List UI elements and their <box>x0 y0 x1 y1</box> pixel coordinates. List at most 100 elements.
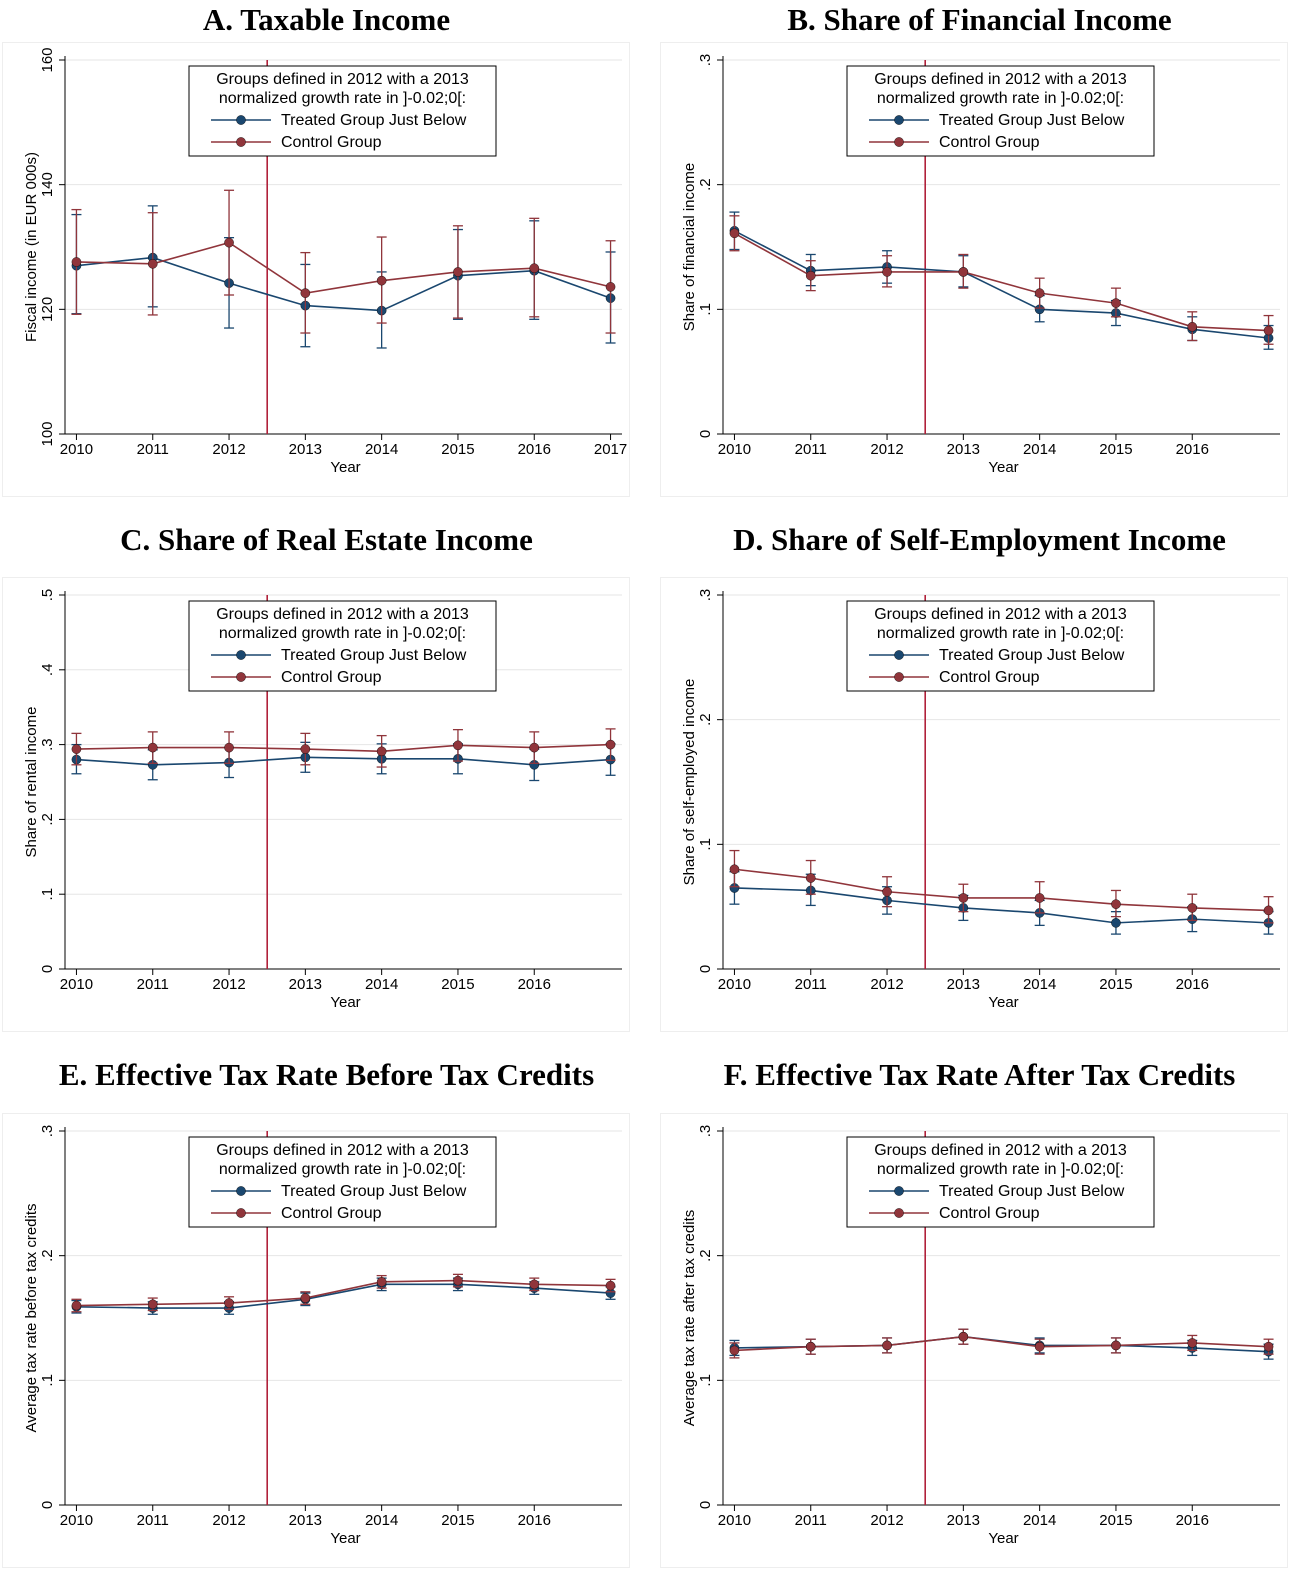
x-tick-label: 2013 <box>947 976 980 993</box>
x-tick-label: 2016 <box>1176 1512 1209 1529</box>
legend-treated-swatch-marker <box>236 1186 246 1196</box>
control-series-line <box>76 1279 611 1307</box>
x-tick-label: 2013 <box>289 441 322 458</box>
y-tick-label: 120 <box>39 297 56 322</box>
x-tick-label: 2014 <box>365 441 398 458</box>
legend-control-swatch-marker <box>894 137 904 147</box>
y-tick-label: .1 <box>39 1374 56 1387</box>
x-tick-label: 2015 <box>1099 441 1132 458</box>
x-tick-label: 2011 <box>137 441 169 458</box>
legend-heading-line-2: normalized growth rate in ]-0.02;0[: <box>877 625 1124 642</box>
legend-heading-line-1: Groups defined in 2012 with a 2013 <box>216 71 469 88</box>
control-point <box>300 744 311 754</box>
control-point <box>805 1341 816 1352</box>
x-axis-title: Year <box>988 459 1018 476</box>
y-axis-title: Average tax rate after tax credits <box>681 1210 698 1427</box>
control-point <box>882 1340 892 1351</box>
legend-control-label: Control Group <box>281 134 382 151</box>
control-point <box>1034 893 1045 903</box>
legend-heading-line-2: normalized growth rate in ]-0.02;0[: <box>877 90 1124 107</box>
y-tick-label: 140 <box>39 172 56 197</box>
panel-a-title: A. Taxable Income <box>202 2 451 37</box>
legend-control-swatch-marker <box>236 1208 246 1218</box>
legend-treated-label: Treated Group Just Below <box>939 647 1125 664</box>
x-tick-label: 2015 <box>441 1512 474 1529</box>
control-point <box>1187 1338 1198 1348</box>
legend-heading-line-1: Groups defined in 2012 with a 2013 <box>874 71 1127 88</box>
legend-treated-swatch-marker <box>894 115 904 125</box>
y-tick-label: .3 <box>697 589 714 602</box>
control-point <box>1111 1340 1121 1351</box>
y-tick-label: 100 <box>39 421 56 446</box>
x-tick-label: 2013 <box>947 441 980 458</box>
legend-treated-label: Treated Group Just Below <box>281 1183 467 1200</box>
control-point <box>376 275 387 286</box>
control-point <box>729 864 740 875</box>
control-point <box>1111 899 1121 909</box>
legend-treated-label: Treated Group Just Below <box>281 647 467 664</box>
legend-treated-label: Treated Group Just Below <box>939 112 1125 129</box>
control-series-line <box>76 743 611 753</box>
x-tick-label: 2012 <box>212 976 245 993</box>
x-tick-label: 2016 <box>1176 976 1209 993</box>
control-point <box>882 886 892 897</box>
panel-c-title: C. Share of Real Estate Income <box>120 522 533 557</box>
x-tick-label: 2011 <box>795 1512 827 1529</box>
x-axis-title: Year <box>330 459 360 476</box>
x-tick-label: 2010 <box>718 1512 751 1529</box>
control-point <box>958 267 969 277</box>
x-tick-label: 2014 <box>365 1512 398 1529</box>
y-tick-label: .4 <box>39 664 56 677</box>
x-axis-title: Year <box>988 1530 1018 1547</box>
legend-heading-line-1: Groups defined in 2012 with a 2013 <box>874 1142 1127 1159</box>
y-tick-label: 0 <box>39 965 56 973</box>
legend-treated-label: Treated Group Just Below <box>939 1183 1125 1200</box>
x-tick-label: 2010 <box>60 441 93 458</box>
x-tick-label: 2012 <box>212 1512 245 1529</box>
legend-treated-swatch-marker <box>236 650 246 660</box>
x-tick-label: 2016 <box>1176 441 1209 458</box>
control-point <box>729 228 740 239</box>
legend-control-swatch-marker <box>236 672 246 682</box>
panel-frame <box>2 577 630 1032</box>
legend-treated-label: Treated Group Just Below <box>281 112 467 129</box>
chart-panel-financial-income: 0 .1 .2 .3 2010 2011 2012 2013 2014 2015 2016 Year S… <box>660 42 1288 497</box>
legend-heading-line-2: normalized growth rate in ]-0.02;0[: <box>219 90 466 107</box>
control-point <box>805 873 816 883</box>
y-tick-label: 0 <box>39 1501 56 1509</box>
treated-series-line <box>734 887 1269 924</box>
panel-frame <box>2 42 630 497</box>
control-point <box>453 1275 463 1286</box>
x-tick-label: 2010 <box>718 441 751 458</box>
control-series-line <box>734 232 1269 332</box>
control-series-line <box>734 868 1269 912</box>
legend-heading-line-2: normalized growth rate in ]-0.02;0[: <box>219 1161 466 1178</box>
control-point <box>1034 1341 1045 1352</box>
x-tick-label: 2010 <box>60 1512 93 1529</box>
x-tick-label: 2013 <box>289 1512 322 1529</box>
x-tick-label: 2015 <box>441 441 474 458</box>
panel-frame <box>2 1113 630 1568</box>
treated-point <box>1111 918 1121 928</box>
panel-frame <box>660 577 1288 1032</box>
y-tick-label: .2 <box>697 713 714 726</box>
control-point <box>71 1300 82 1311</box>
panel-d-title: D. Share of Self-Employment Income <box>733 522 1226 557</box>
x-tick-label: 2014 <box>1023 1512 1056 1529</box>
y-tick-label: 0 <box>697 430 714 438</box>
control-point <box>882 267 892 277</box>
x-tick-label: 2011 <box>795 441 827 458</box>
x-tick-label: 2014 <box>365 976 398 993</box>
y-tick-label: 0 <box>697 1501 714 1509</box>
y-tick-label: .3 <box>697 54 714 67</box>
x-tick-label: 2015 <box>1099 1512 1132 1529</box>
treated-series-line <box>734 230 1269 339</box>
legend-treated-swatch-marker <box>894 1186 904 1196</box>
legend-control-label: Control Group <box>281 1205 382 1222</box>
control-point <box>1187 903 1198 913</box>
x-tick-label: 2014 <box>1023 976 1056 993</box>
control-series-line <box>76 241 611 294</box>
legend-heading-line-2: normalized growth rate in ]-0.02;0[: <box>877 1161 1124 1178</box>
control-point <box>376 746 387 757</box>
panel-b-title: B. Share of Financial Income <box>787 2 1172 37</box>
